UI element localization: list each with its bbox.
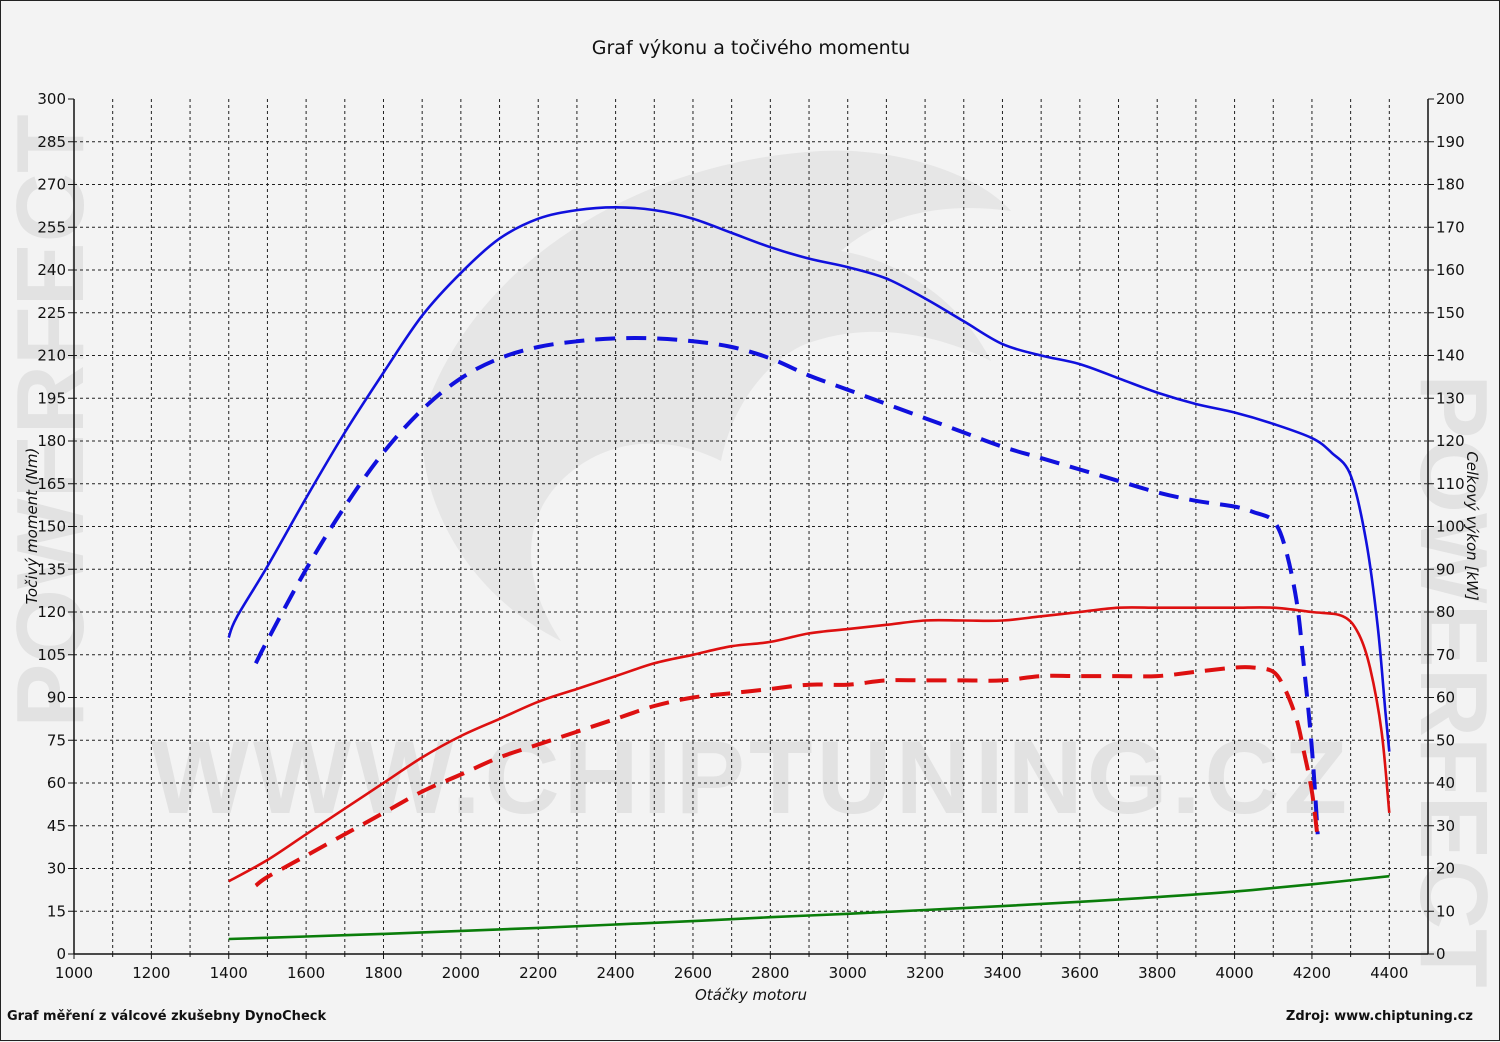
y-axis-right-ticks: 0 10 20 30 40 50 60 70 80 90 100 110 120 130 140 150 160… <box>1428 90 1465 963</box>
footer-source-note: Graf měření z válcové zkušebny DynoCheck <box>7 1009 326 1024</box>
y-right-tick-label: 60 <box>1436 689 1455 707</box>
series-line-5 <box>228 874 1390 941</box>
x-tick-label: 4400 <box>1370 964 1408 982</box>
y-axis-left-ticks: 0 15 30 45 60 75 90 105 120 135 150 165 180 195 210 225… <box>37 90 74 963</box>
watermark-logo <box>421 150 1011 641</box>
y-left-tick-label: 135 <box>37 560 66 578</box>
y-right-tick-label: 10 <box>1436 902 1455 920</box>
y-right-tick-label: 0 <box>1436 945 1446 963</box>
y-left-tick-label: 240 <box>37 261 66 279</box>
chart-title: Graf výkonu a točivého momentu <box>592 37 910 59</box>
y-left-tick-label: 0 <box>56 945 66 963</box>
y-left-tick-label: 90 <box>47 689 66 707</box>
y-left-tick-label: 45 <box>47 817 66 835</box>
x-tick-label: 3000 <box>829 964 867 982</box>
series-lines <box>227 206 1391 941</box>
y-right-tick-label: 40 <box>1436 774 1455 792</box>
x-tick-label: 1000 <box>55 964 93 982</box>
y-left-tick-label: 165 <box>37 475 66 493</box>
y-left-tick-label: 105 <box>37 646 66 664</box>
y-right-tick-label: 20 <box>1436 860 1455 878</box>
y-left-tick-label: 270 <box>37 176 66 194</box>
y-right-tick-label: 30 <box>1436 817 1455 835</box>
y-left-tick-label: 60 <box>47 774 66 792</box>
series-line-3 <box>228 606 1391 883</box>
x-tick-label: 4000 <box>1215 964 1253 982</box>
y-left-tick-label: 225 <box>37 304 66 322</box>
x-tick-label: 2200 <box>519 964 557 982</box>
y-left-tick-label: 180 <box>37 432 66 450</box>
y-right-tick-label: 120 <box>1436 432 1465 450</box>
y-right-tick-label: 80 <box>1436 603 1455 621</box>
x-axis-ticks: 1000 1200 1400 1600 1800 2000 2200 2400 2600 2800… <box>55 954 1408 982</box>
y-right-tick-label: 190 <box>1436 133 1465 151</box>
x-tick-label: 1800 <box>364 964 402 982</box>
x-tick-label: 2600 <box>674 964 712 982</box>
y-right-tick-label: 160 <box>1436 261 1465 279</box>
series-line-2 <box>254 336 1320 835</box>
y-left-tick-label: 285 <box>37 133 66 151</box>
y-right-tick-label: 150 <box>1436 304 1465 322</box>
y-right-tick-label: 170 <box>1436 218 1465 236</box>
watermark-side-text-left: POWERFECT <box>1 114 104 727</box>
watermark-side-text-right: POWERFECT <box>1400 374 1500 987</box>
y-axis-left-label: Točivý moment (Nm) <box>23 448 41 605</box>
y-right-tick-label: 130 <box>1436 389 1465 407</box>
x-tick-label: 3600 <box>1061 964 1099 982</box>
series-line-4 <box>254 665 1320 888</box>
x-tick-label: 2000 <box>442 964 480 982</box>
y-left-tick-label: 300 <box>37 90 66 108</box>
watermark-text: WWW.CHIPTUNING.CZ <box>151 720 1351 836</box>
y-right-tick-label: 200 <box>1436 90 1465 108</box>
y-left-tick-label: 210 <box>37 347 66 365</box>
x-tick-label: 4200 <box>1293 964 1331 982</box>
x-tick-label: 2400 <box>597 964 635 982</box>
x-tick-label: 1200 <box>132 964 170 982</box>
y-axis-right-label: Celkový výkon [kW] <box>1463 451 1481 601</box>
y-left-tick-label: 75 <box>47 731 66 749</box>
x-tick-label: 3400 <box>983 964 1021 982</box>
y-right-tick-label: 180 <box>1436 176 1465 194</box>
y-right-tick-label: 110 <box>1436 475 1465 493</box>
x-tick-label: 1600 <box>287 964 325 982</box>
y-left-tick-label: 255 <box>37 218 66 236</box>
footer-source-link[interactable]: Zdroj: www.chiptuning.cz <box>1286 1009 1473 1024</box>
series-line-1 <box>227 206 1391 752</box>
y-left-tick-label: 150 <box>37 518 66 536</box>
y-right-tick-label: 70 <box>1436 646 1455 664</box>
x-tick-label: 3800 <box>1138 964 1176 982</box>
y-right-tick-label: 90 <box>1436 560 1455 578</box>
x-tick-label: 1400 <box>210 964 248 982</box>
x-axis-label: Otáčky motoru <box>695 986 807 1004</box>
y-left-tick-label: 30 <box>47 860 66 878</box>
y-left-tick-label: 195 <box>37 389 66 407</box>
y-left-tick-label: 15 <box>47 902 66 920</box>
grid <box>74 99 1428 954</box>
y-left-tick-label: 120 <box>37 603 66 621</box>
x-tick-label: 2800 <box>751 964 789 982</box>
y-right-tick-label: 100 <box>1436 518 1465 536</box>
y-right-tick-label: 140 <box>1436 347 1465 365</box>
x-tick-label: 3200 <box>906 964 944 982</box>
y-right-tick-label: 50 <box>1436 731 1455 749</box>
